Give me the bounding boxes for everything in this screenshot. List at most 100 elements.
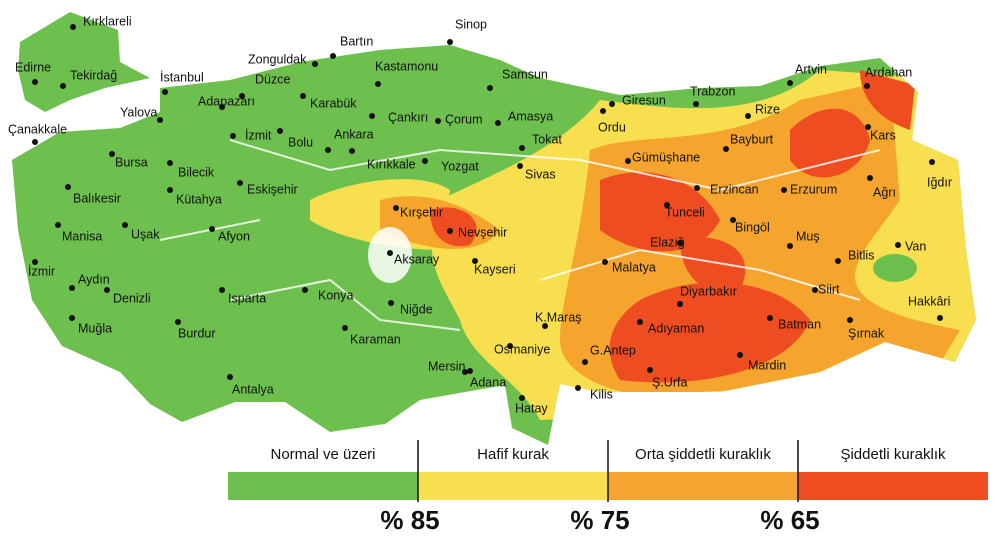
city-label: Gümüşhane (632, 150, 700, 164)
city-dot (723, 146, 729, 152)
city-label: Zonguldak (248, 52, 307, 66)
city-label: Osmaniye (494, 342, 550, 356)
threshold-label: % 75 (570, 505, 629, 535)
city-dot (422, 158, 428, 164)
city-dot (447, 228, 453, 234)
city-dot (625, 158, 631, 164)
city-label: K.Maraş (535, 310, 582, 324)
city-dot (647, 367, 653, 373)
city-dot (637, 319, 643, 325)
city-label: Ş.Urfa (652, 375, 687, 389)
city-label: Karabük (310, 96, 357, 110)
legend-swatch (798, 472, 988, 500)
city-label: Niğde (400, 302, 433, 316)
city-dot (312, 61, 318, 67)
city-dot (895, 242, 901, 248)
city-dot (495, 120, 501, 126)
city-dot (447, 39, 453, 45)
city-label: Adapazarı (198, 94, 255, 108)
city-dot (929, 159, 935, 165)
city-label: Ankara (334, 127, 374, 141)
city-dot (325, 147, 331, 153)
city-label: Ordu (598, 120, 626, 134)
city-dot (730, 217, 736, 223)
city-label: Mardin (748, 358, 786, 372)
city-dot (467, 368, 473, 374)
city-label: Diyarbakır (680, 284, 737, 298)
city-label: Samsun (502, 67, 548, 81)
city-dot (109, 151, 115, 157)
city-label: Bolu (288, 135, 313, 149)
city-label: Kırşehir (400, 205, 443, 219)
legend-label: Normal ve üzeri (270, 446, 375, 463)
city-dot (219, 104, 225, 110)
legend: Normal ve üzeri Hafif kurak Orta şiddetli … (228, 440, 988, 535)
city-dot (32, 259, 38, 265)
city-dot (342, 325, 348, 331)
city-label: Erzincan (710, 182, 759, 196)
city-label: Denizli (113, 291, 151, 305)
city-label: Tokat (532, 132, 562, 146)
city-dot (330, 53, 336, 59)
city-label: Balıkesir (73, 191, 121, 205)
threshold-label: % 85 (380, 505, 439, 535)
city-label: Malatya (612, 260, 656, 274)
city-dot (835, 258, 841, 264)
city-label: Kırklareli (83, 14, 132, 28)
threshold-label: % 65 (760, 505, 819, 535)
city-label: Çanakkale (8, 122, 67, 136)
city-label: Artvin (795, 62, 827, 76)
city-dot (937, 315, 943, 321)
city-dot (664, 202, 670, 208)
city-label: İzmir (28, 264, 55, 278)
city-label: Konya (318, 288, 353, 302)
city-dot (122, 222, 128, 228)
city-dot (302, 287, 308, 293)
city-label: Ağrı (873, 185, 896, 199)
city-dot (812, 287, 818, 293)
city-label: Bilecik (178, 165, 215, 179)
city-label: Hakkâri (908, 294, 950, 308)
city-dot (32, 79, 38, 85)
city-layer: Kırklareli Edirne Tekirdağ İstanbul Yalova Ça… (8, 14, 952, 415)
legend-label: Orta şiddetli kuraklık (635, 446, 771, 463)
city-label: Yozgat (441, 159, 479, 173)
city-dot (609, 101, 615, 107)
city-label: Erzurum (790, 182, 837, 196)
city-dot (349, 148, 355, 154)
legend-swatch (418, 472, 608, 500)
city-dot (219, 287, 225, 293)
city-dot (157, 117, 163, 123)
city-dot (767, 315, 773, 321)
city-label: Çankırı (388, 110, 428, 124)
city-label: Karaman (350, 332, 401, 346)
city-label: Iğdır (927, 175, 952, 189)
legend-swatch (228, 472, 418, 500)
city-label: Afyon (218, 229, 250, 243)
city-dot (435, 118, 441, 124)
city-dot (582, 359, 588, 365)
city-label: Hatay (515, 401, 548, 415)
city-label: Kastamonu (375, 59, 438, 73)
city-dot (745, 113, 751, 119)
city-dot (277, 128, 283, 134)
city-label: Trabzon (690, 84, 735, 98)
city-dot (787, 80, 793, 86)
city-label: İzmit (245, 128, 272, 142)
city-label: Bitlis (848, 248, 874, 262)
city-dot (162, 89, 168, 95)
city-label: Yalova (120, 105, 157, 119)
city-label: Siirt (818, 282, 840, 296)
city-label: Düzce (255, 72, 290, 86)
city-dot (472, 258, 478, 264)
city-dot (519, 145, 525, 151)
city-dot (677, 240, 683, 246)
city-dot (865, 124, 871, 130)
city-label: Şırnak (848, 326, 885, 340)
city-dot (167, 160, 173, 166)
city-dot (388, 300, 394, 306)
city-dot (375, 81, 381, 87)
city-label: Muş (796, 229, 820, 243)
city-label: G.Antep (590, 343, 636, 357)
